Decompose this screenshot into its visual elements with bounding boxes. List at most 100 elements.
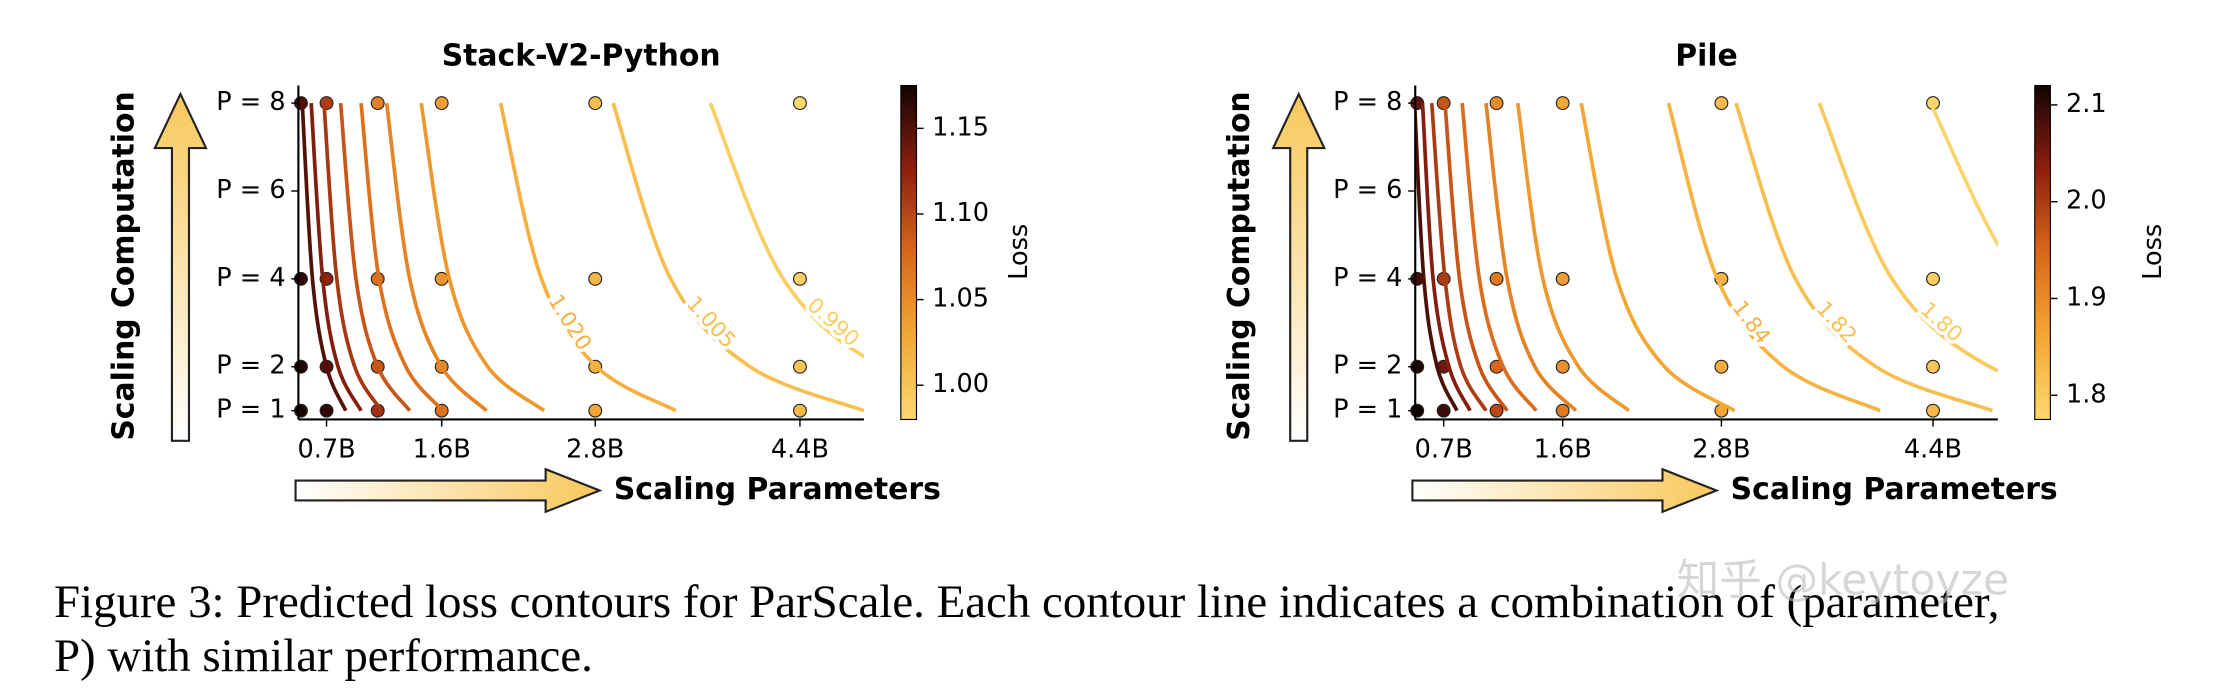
contour-line [1817, 102, 1998, 373]
colorbar-tick-label: 1.00 [932, 369, 989, 399]
data-point [588, 403, 603, 418]
contour-label: 1.82 [1811, 297, 1861, 349]
y-tick-label: P = 6 [216, 175, 285, 205]
data-point [1926, 403, 1940, 418]
colorbar-tick-label: 2.0 [2066, 186, 2107, 216]
contour-line [384, 102, 488, 413]
y-axis-label: Scaling Computation [107, 91, 142, 440]
data-point [1436, 403, 1451, 418]
arrow-up [153, 91, 208, 442]
colorbar-label: Loss [2138, 224, 2168, 280]
data-point [588, 271, 603, 286]
data-point [1714, 96, 1729, 111]
colorbar-tick-label: 1.05 [932, 284, 989, 314]
contour-label: 1.80 [1915, 297, 1967, 347]
contour-label: 1.005 [681, 291, 740, 353]
contour-line [359, 102, 445, 412]
colorbar-tick-label: 1.15 [932, 112, 989, 142]
data-point [792, 271, 807, 286]
data-point [1926, 359, 1940, 374]
y-tick-label: P = 4 [216, 263, 285, 293]
y-axis-label: Scaling Computation [1222, 91, 1257, 440]
colorbar-tick-label: 1.10 [932, 198, 989, 228]
data-point [1555, 359, 1570, 374]
colorbar-tick-label: 2.1 [2066, 89, 2107, 119]
y-tick-label: P = 1 [216, 395, 285, 425]
contour-line [1429, 102, 1488, 412]
x-tick-label: 4.4B [771, 435, 829, 465]
y-tick-label: P = 1 [1333, 395, 1402, 425]
contour-line [1928, 102, 1998, 249]
chart-title: Stack-V2-Python [442, 39, 721, 74]
colorbar-label: Loss [1004, 224, 1034, 280]
data-point [792, 96, 807, 111]
x-tick-label: 0.7B [297, 435, 355, 465]
data-point [370, 96, 385, 111]
data-point [1489, 403, 1504, 418]
contour-line [419, 102, 546, 413]
contour-line [1415, 103, 1459, 412]
colorbar-tick-label: 1.8 [2066, 379, 2107, 409]
caption-line: Figure 3: Predicted loss contours for Pa… [54, 576, 1999, 628]
x-tick-label: 2.8B [1692, 435, 1750, 465]
contour-line [1515, 102, 1631, 413]
contour-line [300, 103, 348, 412]
data-point [319, 403, 334, 418]
contour-line [1734, 102, 1994, 413]
colorbar [900, 84, 918, 421]
y-tick-label: P = 2 [1333, 351, 1402, 381]
data-point [588, 96, 603, 111]
arrow-up [1271, 91, 1326, 442]
caption-line: P) with similar performance. [54, 630, 593, 682]
data-point [1555, 96, 1570, 111]
arrow-right [294, 467, 603, 514]
data-point [1926, 271, 1940, 286]
x-axis-label: Scaling Parameters [614, 472, 941, 507]
contour-line [498, 102, 677, 413]
contour-line [611, 102, 864, 413]
data-point [1489, 96, 1504, 111]
x-tick-label: 1.6B [1534, 435, 1592, 465]
data-point [1489, 271, 1504, 286]
contours: 1.84 1.82 1.80 1.78 [1415, 102, 1998, 413]
data-point [434, 96, 449, 111]
arrow-right [1411, 467, 1720, 514]
contour-line [1420, 103, 1472, 412]
data-point [1555, 271, 1570, 286]
chart-title: Pile [1675, 39, 1738, 74]
data-point [1714, 359, 1729, 374]
contour-label: 0.990 [802, 293, 864, 352]
contour-line [1460, 102, 1538, 412]
contour-line [1484, 102, 1578, 412]
data-point [792, 359, 807, 374]
y-tick-label: P = 8 [216, 87, 285, 117]
y-tick-label: P = 2 [216, 351, 285, 381]
x-axis-label: Scaling Parameters [1731, 472, 2058, 507]
data-point [1555, 403, 1570, 418]
contour-line [1666, 102, 1881, 413]
contour-label: 1.84 [1727, 296, 1775, 349]
y-tick-label: P = 4 [1333, 263, 1402, 293]
x-tick-label: 2.8B [566, 435, 624, 465]
contour-line [1579, 102, 1736, 413]
contour-line [338, 102, 412, 412]
data-point [319, 96, 334, 111]
plot-area [293, 96, 807, 418]
x-tick-label: 4.4B [1904, 435, 1962, 465]
contour-line [1443, 102, 1509, 412]
y-tick-label: P = 6 [1333, 175, 1402, 205]
x-tick-label: 1.6B [413, 435, 471, 465]
contour-line [309, 103, 363, 412]
data-point [792, 403, 807, 418]
colorbar-tick-label: 1.9 [2066, 282, 2107, 312]
watermark: 知乎 @keytoyze [1677, 555, 2010, 605]
contour-line [708, 102, 864, 359]
contour-label: 1.020 [543, 290, 597, 355]
arrows [153, 91, 1720, 514]
colorbar [2034, 84, 2051, 421]
data-point [434, 271, 449, 286]
contour-line [322, 102, 384, 412]
x-tick-label: 0.7B [1415, 435, 1473, 465]
